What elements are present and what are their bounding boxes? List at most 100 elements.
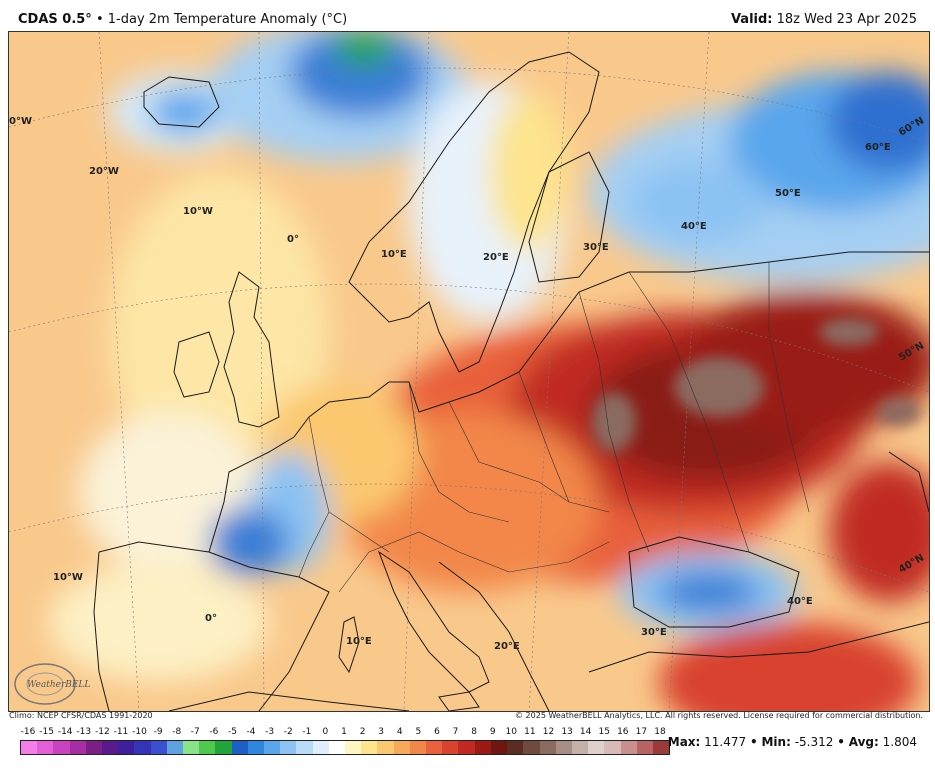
legend-tick-label: 6	[434, 727, 440, 737]
legend-tick-label: -14	[57, 727, 73, 737]
stats-sep-1: •	[749, 735, 758, 749]
label-lon-20e-north: 20°E	[483, 252, 509, 263]
label-lon-20w: 20°W	[89, 166, 119, 177]
legend-tick-label: 5	[415, 727, 422, 737]
legend-tick-label: 17	[635, 727, 648, 737]
country-borders	[298, 262, 810, 593]
legend-tick-label: 7	[452, 727, 459, 737]
logo-text: WeatherBELL	[27, 680, 90, 690]
legend-swatch	[539, 741, 556, 754]
climo-credit: Climo: NCEP CFSR/CDAS 1991-2020	[9, 711, 153, 720]
anomaly-map[interactable]: 0°W 20°W 10°W 0° 10°E 20°E 30°E 40°E 50°…	[8, 31, 930, 712]
legend-swatch	[166, 741, 184, 754]
legend-tick-label: -6	[209, 727, 219, 737]
legend-swatch	[442, 741, 459, 754]
legend-tick-label: 8	[471, 727, 477, 737]
legend-tick-label: 12	[542, 727, 555, 737]
label-lon-60e: 60°E	[865, 142, 891, 153]
legend-swatch	[426, 741, 443, 754]
legend-swatch	[604, 741, 621, 754]
legend-tick-label: 0	[322, 727, 329, 737]
legend-tick-label: -11	[113, 727, 129, 737]
title-separator: •	[95, 12, 104, 27]
legend-swatch	[102, 741, 119, 754]
legend-swatch	[490, 741, 508, 754]
legend-swatch	[118, 741, 135, 754]
anomaly-peak-blobs	[592, 318, 921, 452]
legend-swatch	[85, 741, 103, 754]
label-lon-40e-north: 40°E	[681, 221, 707, 232]
label-lon-10e-south: 10°E	[346, 636, 372, 647]
label-lon-0w: 0°W	[9, 116, 32, 127]
label-lon-50e: 50°E	[775, 188, 801, 199]
legend-tick-label: -10	[132, 727, 147, 737]
legend-swatch	[231, 741, 248, 754]
legend-swatch	[37, 741, 54, 754]
label-lon-30e-south: 30°E	[641, 627, 667, 638]
legend-tick-label: 13	[561, 727, 573, 737]
legend-swatch	[21, 741, 38, 754]
legend-tick-label: -12	[94, 727, 110, 737]
legend-tick-label: 1	[341, 727, 347, 737]
stats-sep-2: •	[837, 735, 845, 749]
legend-swatch	[53, 741, 70, 754]
legend-swatch	[652, 741, 670, 754]
legend-swatch	[296, 741, 313, 754]
coastlines	[93, 51, 929, 711]
valid-time: Valid: 18z Wed 23 Apr 2025	[731, 12, 917, 27]
avg-label: Avg:	[848, 735, 879, 749]
legend-swatch	[247, 741, 265, 754]
legend-swatch	[264, 741, 281, 754]
weatherbell-logo: WeatherBELL	[14, 663, 90, 705]
legend-swatch	[361, 741, 378, 754]
legend-tick-label: 4	[396, 727, 403, 737]
legend-swatch	[507, 741, 524, 754]
label-lon-10e-north: 10°E	[381, 249, 407, 260]
label-lon-0-north: 0°	[287, 234, 299, 245]
legend-swatch	[328, 741, 346, 754]
legend-swatch	[377, 741, 394, 754]
field-stats: Max: 11.477 • Min: -5.312 • Avg: 1.804	[668, 735, 917, 749]
legend-swatch	[345, 741, 362, 754]
map-title: CDAS 0.5° • 1-day 2m Temperature Anomaly…	[18, 12, 347, 27]
legend-swatch	[588, 741, 605, 754]
legend-swatch	[393, 741, 410, 754]
legend-swatch	[150, 741, 167, 754]
label-lon-20e-south: 20°E	[494, 641, 520, 652]
legend-tick-label: -2	[283, 727, 293, 737]
min-value: -5.312	[794, 735, 834, 749]
legend-swatch	[620, 741, 637, 754]
valid-value: 18z Wed 23 Apr 2025	[776, 12, 917, 27]
legend-tick-label: -7	[190, 727, 200, 737]
label-lon-10w-south: 10°W	[53, 572, 83, 583]
legend-swatch	[523, 741, 540, 754]
legend-swatch	[183, 741, 200, 754]
product-name: CDAS 0.5°	[18, 12, 92, 27]
legend-swatch	[134, 741, 151, 754]
legend-tick-label: 16	[617, 727, 629, 737]
legend-swatch	[636, 741, 653, 754]
legend-tick-label: -1	[302, 727, 312, 737]
legend-tick-label: -4	[246, 727, 256, 737]
graticule	[9, 32, 929, 711]
legend-swatch	[215, 741, 232, 754]
color-legend	[20, 740, 670, 755]
label-lon-0-south: 0°	[205, 613, 217, 624]
legend-swatch	[69, 741, 86, 754]
legend-tick-label: -5	[227, 727, 237, 737]
legend-swatch	[571, 741, 589, 754]
legend-swatch	[280, 741, 297, 754]
legend-tick-label: 3	[378, 727, 385, 737]
legend-swatch	[312, 741, 329, 754]
max-value: 11.477	[704, 735, 747, 749]
legend-tick-label: 11	[524, 727, 536, 737]
legend-tick-label: -3	[265, 727, 275, 737]
legend-swatch	[458, 741, 475, 754]
label-lon-40e-south: 40°E	[787, 596, 813, 607]
legend-swatch	[555, 741, 572, 754]
label-lon-10w-north: 10°W	[183, 206, 213, 217]
legend-tick-label: 9	[489, 727, 496, 737]
avg-value: 1.804	[882, 735, 917, 749]
legend-swatch	[409, 741, 427, 754]
legend-swatch	[474, 741, 491, 754]
